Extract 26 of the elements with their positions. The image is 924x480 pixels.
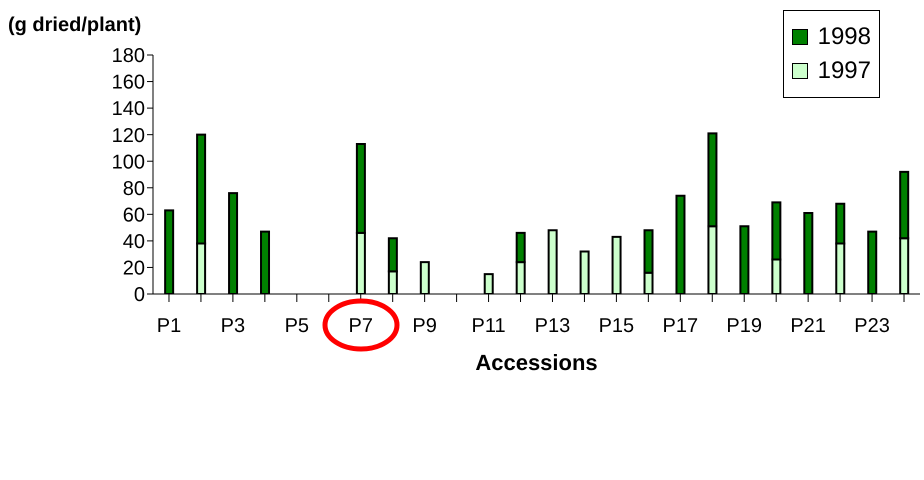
x-tick-label: P21 bbox=[790, 315, 826, 338]
y-tick-label: 60 bbox=[122, 204, 145, 226]
y-tick-label: 120 bbox=[112, 124, 145, 147]
x-tick-label: P9 bbox=[412, 315, 437, 338]
legend-label: 1997 bbox=[818, 57, 871, 85]
y-tick-label: 20 bbox=[122, 258, 145, 280]
y-axis-title: (g dried/plant) bbox=[8, 14, 142, 37]
x-tick-label: P13 bbox=[534, 315, 570, 338]
x-tick-label: P3 bbox=[220, 315, 246, 338]
y-tick-label: 100 bbox=[112, 151, 145, 174]
y-tick-label: 180 bbox=[112, 45, 145, 68]
x-tick-label: P23 bbox=[854, 315, 890, 338]
x-tick-label: P19 bbox=[726, 315, 762, 338]
x-tick-label: P17 bbox=[662, 315, 698, 338]
y-tick-label: 0 bbox=[134, 284, 145, 306]
y-tick-label: 80 bbox=[122, 178, 145, 200]
legend-label: 1998 bbox=[818, 23, 871, 51]
x-tick-label: P1 bbox=[156, 315, 182, 338]
x-axis-title: Accessions bbox=[475, 350, 598, 375]
x-tick-label: P7 bbox=[348, 315, 373, 338]
y-tick-label: 140 bbox=[112, 98, 145, 120]
x-tick-label: P15 bbox=[598, 315, 634, 338]
y-tick-label: 40 bbox=[122, 230, 145, 253]
x-tick-label: P5 bbox=[284, 315, 310, 338]
x-tick-label: P11 bbox=[472, 315, 506, 338]
y-tick-label: 160 bbox=[112, 72, 145, 94]
